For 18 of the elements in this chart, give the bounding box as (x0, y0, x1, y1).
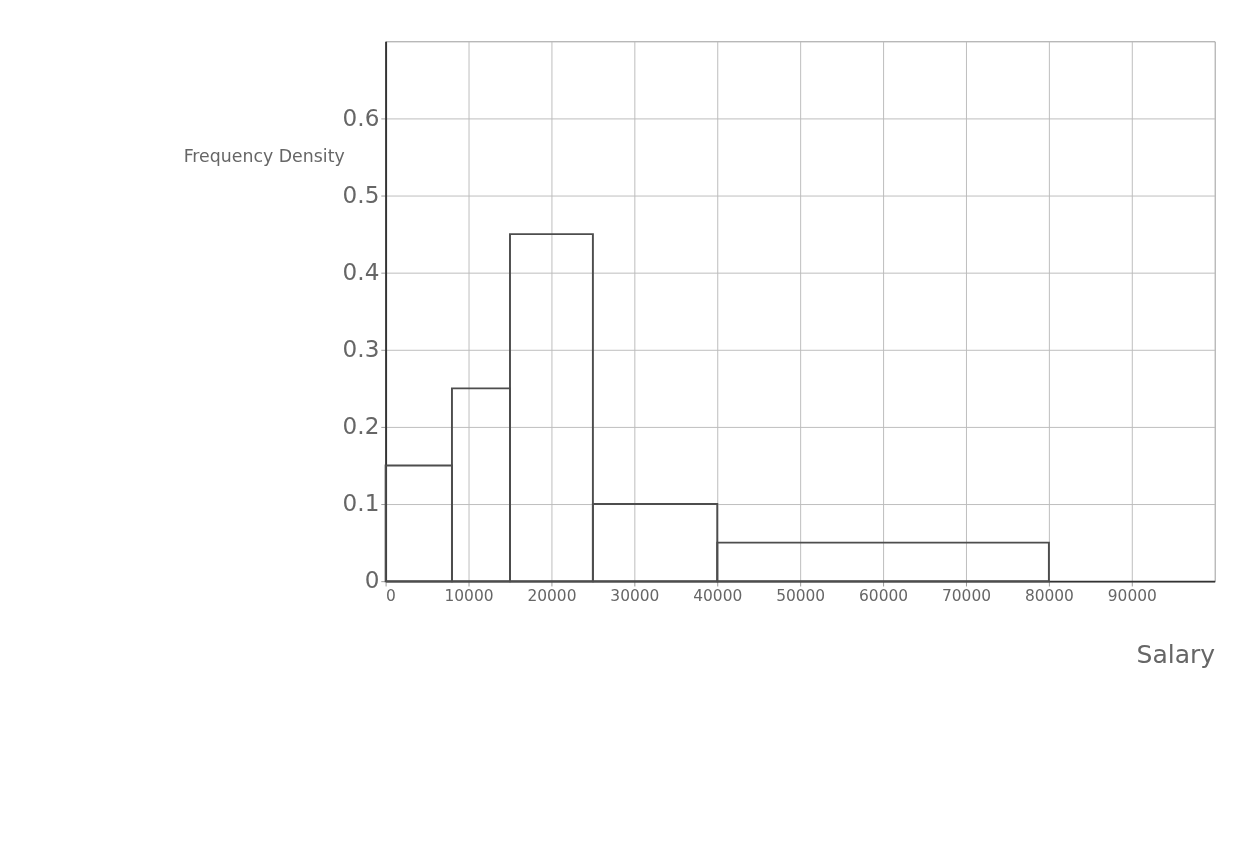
y-tick-label: 0.4 (342, 258, 380, 285)
x-tick-label: 40000 (693, 586, 743, 605)
y-tick-label: 0.3 (342, 336, 380, 363)
x-tick-label: 90000 (1107, 586, 1157, 605)
x-tick-label: 60000 (859, 586, 909, 605)
y-tick-label: 0.5 (342, 181, 380, 208)
y-tick-label: 0.2 (342, 413, 380, 440)
x-tick-label: 50000 (776, 586, 826, 605)
x-tick-label: 20000 (527, 586, 577, 605)
y-tick-label: 0.6 (342, 104, 380, 131)
x-axis-title: Salary (1136, 639, 1216, 669)
y-axis-title: Frequency Density (183, 146, 345, 167)
x-tick-label: 30000 (610, 586, 660, 605)
x-tick-label: 70000 (941, 586, 991, 605)
x-tick-label: 10000 (444, 586, 494, 605)
y-tick-label: 0.1 (342, 490, 380, 517)
x-tick-label: 80000 (1024, 586, 1074, 605)
x-tick-label: 0 (386, 586, 396, 605)
